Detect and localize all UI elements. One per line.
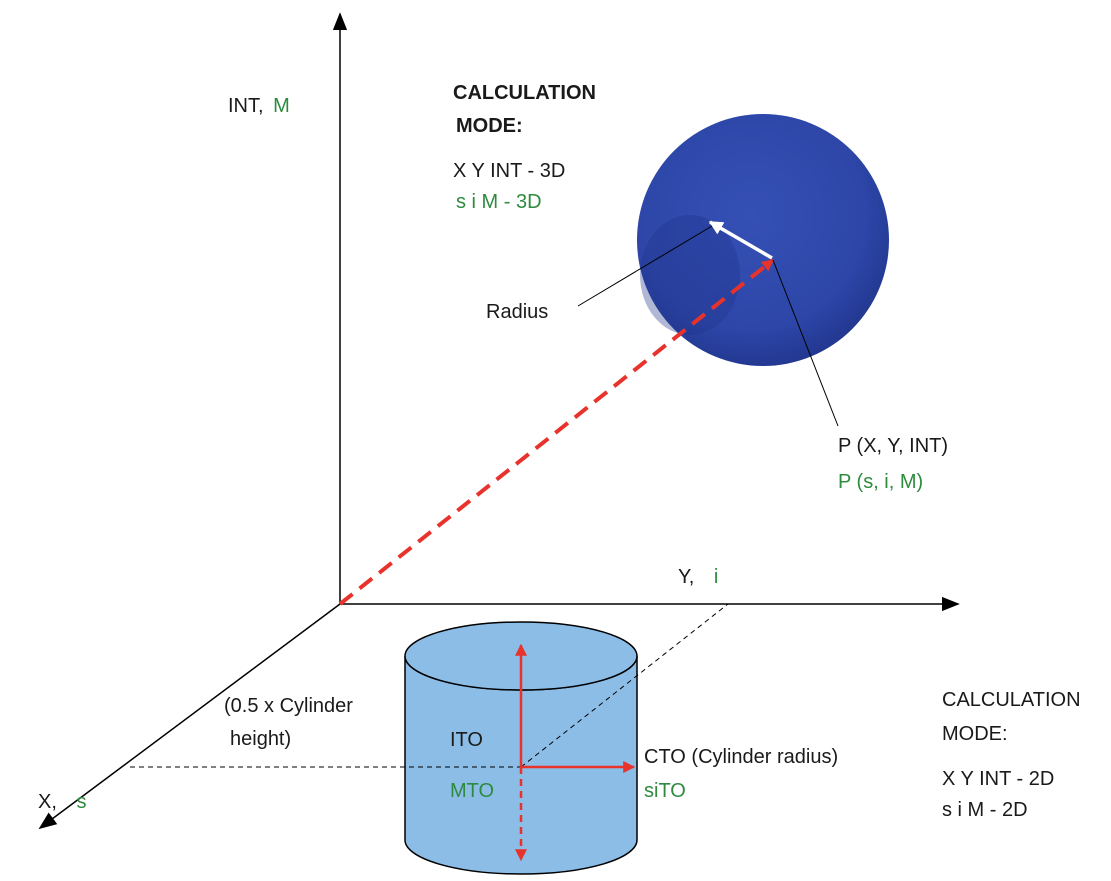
sito-label: siTO [644, 780, 686, 802]
vertical-axis-label: INT, M [228, 95, 290, 117]
point-leader-line [772, 259, 839, 427]
mode-2d-title-line2: MODE: [942, 723, 1008, 745]
cto-label: CTO (Cylinder radius) [644, 746, 838, 768]
diagonal-axis-label: X, s [38, 791, 86, 813]
ito-label: ITO [450, 729, 483, 751]
y-projection-guide [520, 603, 729, 768]
mode-3d-line2: s i M - 3D [456, 191, 542, 213]
diagonal-axis [38, 603, 341, 830]
mode-3d-line1: X Y INT - 3D [453, 160, 565, 182]
sphere [637, 114, 889, 366]
radius-leader-line [577, 225, 713, 307]
mode-2d-line1: X Y INT - 2D [942, 768, 1054, 790]
sphere-shade [640, 215, 740, 335]
point-label: P (X, Y, INT) [838, 435, 948, 457]
mode-3d-title-line1: CALCULATION [453, 82, 596, 104]
mto-label: MTO [450, 780, 494, 802]
radius-vector [708, 220, 773, 260]
radius-label: Radius [486, 301, 548, 323]
mode-2d-line2: s i M - 2D [942, 799, 1028, 821]
point-label-green: P (s, i, M) [838, 471, 923, 493]
half-height-label-line2: height) [230, 728, 291, 750]
mode-2d-title-line1: CALCULATION [942, 689, 1081, 711]
half-height-label-line1: (0.5 x Cylinder [224, 695, 353, 717]
horizontal-axis-label: Y, i [678, 566, 718, 588]
mode-3d-title-line2: MODE: [456, 115, 523, 137]
origin-to-point-vector [338, 258, 775, 606]
